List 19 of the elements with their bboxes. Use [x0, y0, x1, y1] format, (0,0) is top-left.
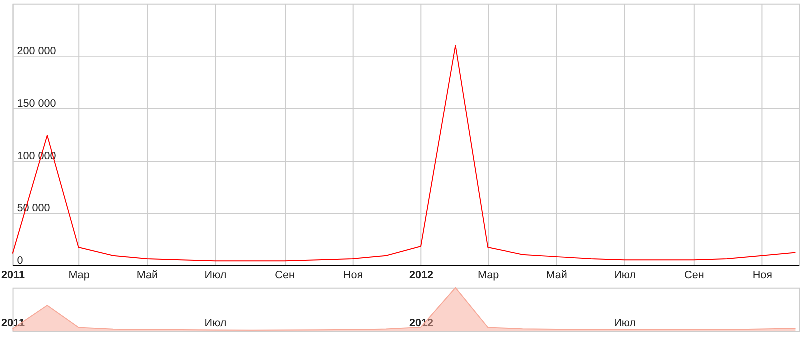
x-tick-label: Сен [275, 270, 295, 282]
y-tick-label: 200 000 [17, 46, 56, 58]
x-tick-label: Мар [478, 270, 500, 282]
x-tick-label: 2011 [2, 318, 25, 330]
x-tick-label: 2012 [410, 270, 434, 282]
x-tick-label: Июл [614, 270, 636, 282]
x-tick-label: Сен [684, 270, 704, 282]
x-tick-label: Май [136, 270, 158, 282]
x-tick-label: Мар [68, 270, 90, 282]
y-tick-label: 0 [17, 254, 24, 267]
x-tick-label: Июл [204, 318, 227, 330]
x-tick-label: Июл [614, 318, 636, 330]
x-tick-label: Ноя [343, 270, 364, 282]
x-tick-label: Июл [204, 270, 227, 282]
y-tick-label: 150 000 [17, 98, 56, 110]
x-tick-label: Ноя [752, 270, 773, 282]
x-tick-label: Май [546, 270, 568, 282]
x-tick-label: 2011 [2, 270, 25, 282]
x-tick-label: 2012 [410, 318, 434, 330]
